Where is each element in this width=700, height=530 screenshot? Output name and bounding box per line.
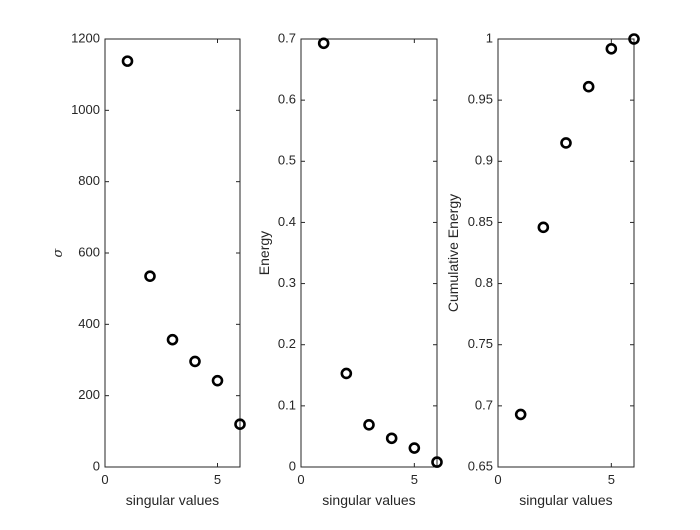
y-tick-label: 0.7 <box>475 397 493 412</box>
y-tick-label: 0.6 <box>278 92 296 107</box>
data-point <box>144 270 156 282</box>
data-point <box>317 37 330 50</box>
y-axis-label: σ <box>51 247 66 257</box>
data-point <box>340 367 353 380</box>
axes-box <box>497 38 635 468</box>
y-axis-label: Cumulative Energy <box>445 194 461 312</box>
data-point <box>166 333 179 346</box>
y-tick-label: 1200 <box>71 30 100 45</box>
subplot-2: 0 0.1 0.2 0.3 0.4 0.5 0.6 0.7 0 5 singular values E… <box>256 30 443 508</box>
data-point <box>189 355 201 368</box>
x-tick-label: 0 <box>494 472 501 487</box>
axes-box <box>104 38 241 468</box>
data-point <box>605 42 618 55</box>
data-point <box>582 80 595 93</box>
x-axis-label: singular values <box>322 492 415 508</box>
y-tick-label: 0.1 <box>278 397 296 412</box>
x-tick-label: 5 <box>608 472 615 487</box>
data-point <box>385 432 398 445</box>
y-tick-label: 0.7 <box>278 30 296 45</box>
y-tick-label: 0.95 <box>468 92 493 107</box>
y-tick-label: 0.75 <box>468 336 493 351</box>
data-point <box>121 55 134 67</box>
x-tick-label: 5 <box>214 472 221 487</box>
data-point <box>514 408 527 421</box>
y-tick-label: 0.85 <box>468 214 493 229</box>
data-point <box>560 137 572 149</box>
data-point <box>431 456 443 468</box>
y-tick-label: 0.9 <box>475 153 493 168</box>
y-tick-label: 1000 <box>71 102 100 117</box>
y-tick-label: 0 <box>289 458 296 473</box>
x-tick-label: 5 <box>411 472 418 487</box>
y-tick-label: 600 <box>78 244 100 259</box>
y-tick-label: 0.65 <box>468 458 493 473</box>
y-tick-label: 0.8 <box>475 275 493 290</box>
data-point <box>363 419 375 431</box>
data-point <box>211 374 224 387</box>
axes-box <box>300 38 438 468</box>
data-point <box>537 221 550 234</box>
y-tick-label: 400 <box>78 316 100 331</box>
y-tick-label: 0 <box>93 458 100 473</box>
subplot-1: 0 200 400 600 800 1000 1200 0 5 singular values σ <box>51 30 246 508</box>
data-point <box>628 33 640 45</box>
y-tick-label: 0.4 <box>278 214 296 229</box>
data-point <box>408 442 421 454</box>
subplot-3: 0.65 0.7 0.75 0.8 0.85 0.9 0.95 1 0 5 singular val… <box>445 30 640 508</box>
x-tick-label: 0 <box>297 472 304 487</box>
y-tick-label: 1 <box>486 30 493 45</box>
y-tick-label: 800 <box>78 173 100 188</box>
y-tick-label: 0.3 <box>278 275 296 290</box>
y-axis-label: Energy <box>256 231 272 275</box>
y-tick-label: 0.5 <box>278 153 296 168</box>
x-axis-label: singular values <box>519 492 612 508</box>
y-tick-label: 0.2 <box>278 336 296 351</box>
x-axis-label: singular values <box>126 492 219 508</box>
y-tick-label: 200 <box>78 387 100 402</box>
data-point <box>234 418 246 431</box>
x-tick-label: 0 <box>101 472 108 487</box>
